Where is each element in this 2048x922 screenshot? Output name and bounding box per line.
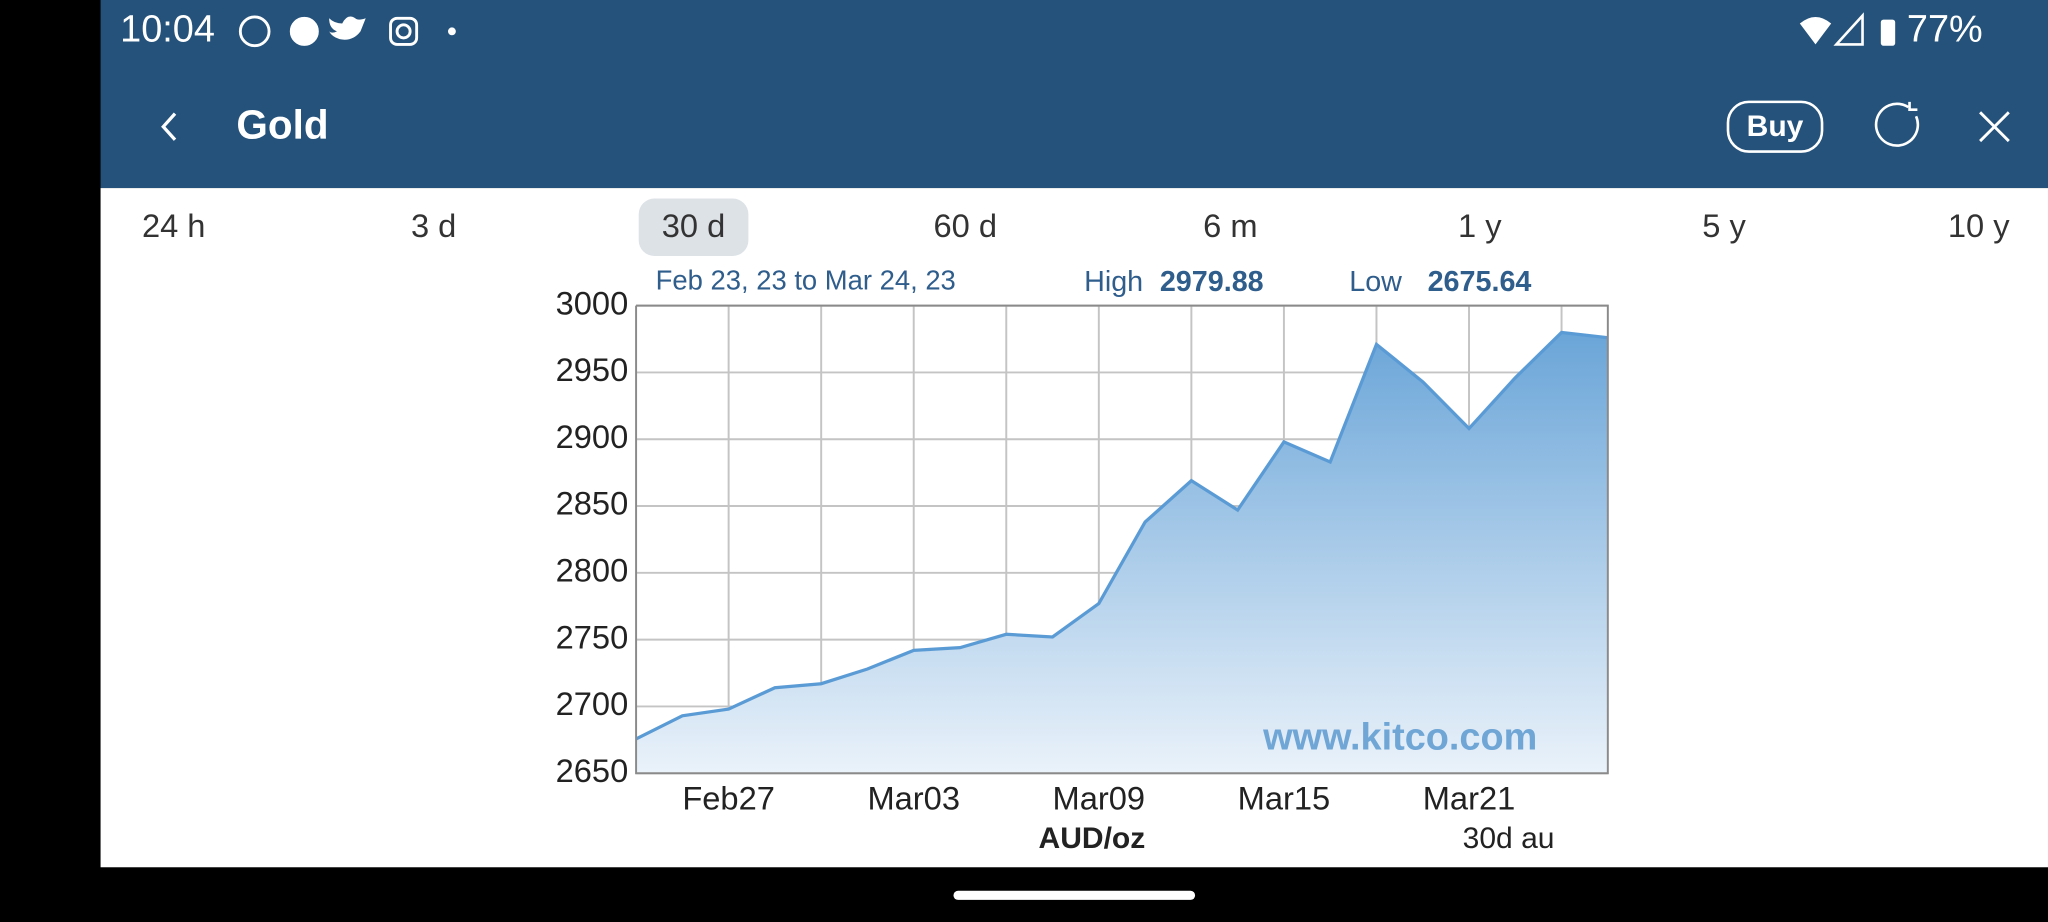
- y-tick-label: 2700: [556, 685, 629, 722]
- range-tab[interactable]: 3 d: [411, 207, 456, 244]
- x-tick-label: Mar09: [1053, 779, 1146, 816]
- y-tick-label: 3000: [556, 284, 629, 321]
- y-tick-label: 2800: [556, 551, 629, 588]
- range-tab[interactable]: 10 y: [1948, 207, 2010, 244]
- high-value: 2979.88: [1160, 266, 1264, 298]
- y-tick-label: 2650: [556, 752, 629, 789]
- tab-label[interactable]: 5 y: [1702, 207, 1746, 244]
- watermark: www.kitco.com: [1262, 716, 1537, 758]
- app-header: [100, 0, 2048, 189]
- range-tab[interactable]: 5 y: [1702, 207, 1746, 244]
- range-tab[interactable]: 24 h: [142, 207, 206, 244]
- x-tick-label: Mar21: [1423, 779, 1516, 816]
- status-battery: 77%: [1907, 8, 1983, 50]
- chart-range: Feb 23, 23 to Mar 24, 23: [656, 264, 956, 295]
- area: [636, 332, 1608, 774]
- y-tick-label: 2850: [556, 485, 629, 522]
- tab-label[interactable]: 1 y: [1458, 207, 1502, 244]
- line: [635, 330, 1609, 741]
- back-button[interactable]: [161, 112, 177, 141]
- tab-label[interactable]: 24 h: [142, 207, 206, 244]
- status-time: 10:04: [120, 8, 215, 50]
- high-label: High: [1084, 266, 1143, 298]
- tab-label[interactable]: 10 y: [1948, 207, 2010, 244]
- low-label: Low: [1349, 266, 1402, 298]
- low-value: 2675.64: [1428, 266, 1532, 298]
- buy-button[interactable]: Buy: [1726, 100, 1824, 153]
- page-title: Gold: [236, 102, 328, 148]
- buy-label[interactable]: Buy: [1747, 110, 1804, 143]
- tab-label[interactable]: 6 m: [1203, 207, 1257, 244]
- plot-border: [635, 304, 1609, 775]
- x-axis-label: AUD/oz: [1039, 822, 1146, 855]
- refresh-button[interactable]: [1874, 101, 1920, 147]
- tab-highlight[interactable]: [638, 198, 749, 256]
- chart-note: 30d au: [1463, 822, 1555, 855]
- y-tick-label: 2750: [556, 618, 629, 655]
- x-tick-label: Feb27: [682, 779, 775, 816]
- tab-label[interactable]: 60 d: [933, 207, 997, 244]
- x-tick-label: Mar03: [867, 779, 960, 816]
- close-button[interactable]: [1979, 111, 2010, 143]
- tab-label[interactable]: 3 d: [411, 207, 456, 244]
- x-tick-label: Mar15: [1238, 779, 1331, 816]
- y-tick-label: 2950: [556, 351, 629, 388]
- home-indicator: [953, 890, 1196, 900]
- chart: 2650 2700 2750 2800 2850 2900 2950 3000 Feb27 Mar…: [556, 284, 1609, 816]
- tab-label[interactable]: 30 d: [662, 207, 726, 244]
- range-tab[interactable]: 6 m: [1203, 207, 1257, 244]
- status-icons: [238, 12, 1896, 48]
- range-tab[interactable]: 30 d: [638, 198, 749, 256]
- range-tab[interactable]: 60 d: [933, 207, 997, 244]
- range-tabs: 24 h 3 d 30 d 60 d 6 m 1 y 5 y 10 y: [142, 198, 2010, 256]
- y-tick-label: 2900: [556, 418, 629, 455]
- range-tab[interactable]: 1 y: [1458, 207, 1502, 244]
